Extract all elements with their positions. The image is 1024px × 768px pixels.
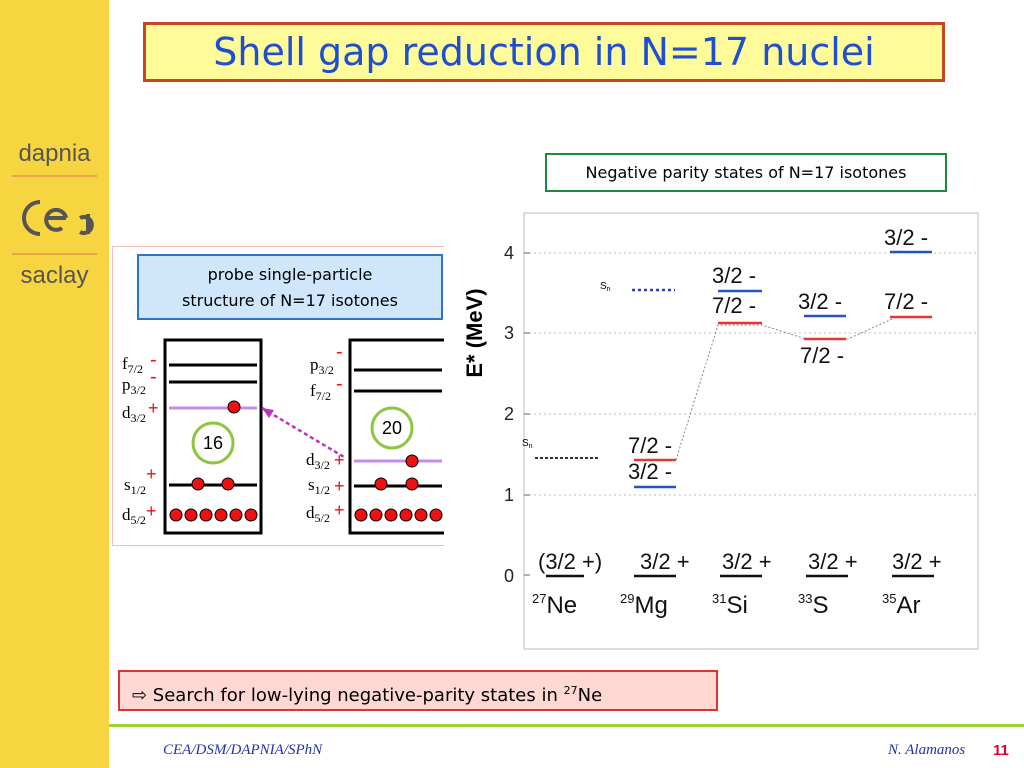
label-s12-b: s1/2 [308, 475, 330, 497]
parity-sign: - [150, 349, 157, 371]
arrow-head-icon [262, 408, 274, 418]
cea-logo-icon [22, 200, 94, 236]
search-note-element: Ne [577, 685, 603, 706]
nucleus-s: 33S [798, 591, 828, 619]
page-number: 11 [993, 742, 1009, 759]
particle-icon [354, 508, 368, 522]
gs-label-ne: (3/2 +) [538, 549, 602, 574]
y-axis-label: E* (MeV) [462, 288, 487, 377]
gs-label-s: 3/2 + [808, 549, 858, 574]
isotones-caption: Negative parity states of N=17 isotones [585, 163, 907, 182]
magic-number-20: 20 [382, 418, 402, 438]
particle-icon [184, 508, 198, 522]
footer-author: N. Alamanos [888, 742, 966, 758]
y-tick-0: 0 [504, 566, 514, 586]
label-f72-b: f7/2 [310, 381, 331, 403]
sn-label-upper: Sn [600, 281, 611, 293]
label-p32-b: p3/2 [310, 355, 334, 377]
particle-icon [244, 508, 258, 522]
particle-icon [405, 477, 419, 491]
particle-icon [429, 508, 443, 522]
particle-icon [384, 508, 398, 522]
parity-sign: + [334, 500, 345, 520]
particle-icon [214, 508, 228, 522]
parity-sign: + [146, 464, 157, 484]
shell-panel-frame [112, 246, 444, 546]
magic-number-16: 16 [203, 433, 223, 453]
logo-divider-2 [12, 253, 97, 255]
label-d32-a: d3/2 [122, 403, 146, 425]
magic-number-circle-20 [370, 406, 414, 450]
logo-dapnia: dapnia [18, 140, 91, 167]
footer-divider [109, 724, 1024, 727]
sn-label-lower: Sn [522, 438, 533, 450]
label-p32-a: p3/2 [122, 375, 146, 397]
label-d52-a: d5/2 [122, 505, 146, 527]
nucleus-si: 31Si [712, 591, 748, 619]
particle-icon [405, 454, 419, 468]
parity-sign: + [334, 450, 345, 470]
label-f72-a: f7/2 [122, 354, 143, 376]
particle-icon [414, 508, 428, 522]
label-s12-a: s1/2 [124, 475, 146, 497]
slide-title: Shell gap reduction in N=17 nuclei [213, 30, 875, 74]
parity-sign: - [336, 341, 343, 363]
ar-72-label: 7/2 - [884, 289, 928, 314]
logo-saclay: saclay [20, 262, 89, 289]
parity-sign: - [150, 366, 157, 388]
gs-label-mg: 3/2 + [640, 549, 690, 574]
particle-icon [191, 477, 205, 491]
probe-caption-line1: probe single-particle [207, 265, 373, 284]
logo-divider [12, 175, 97, 177]
particle-icon [229, 508, 243, 522]
parity-sign: + [148, 398, 159, 418]
search-note-mass: 27 [563, 684, 578, 697]
particle-icon [399, 508, 413, 522]
label-d52-b: d5/2 [306, 503, 330, 525]
probe-caption-box: probe single-particle structure of N=17 … [137, 254, 443, 320]
s-72-label: 7/2 - [800, 343, 844, 368]
footer-affiliation: CEA/DSM/DAPNIA/SPhN [163, 742, 323, 758]
gs-label-si: 3/2 + [722, 549, 772, 574]
parity-sign: - [336, 373, 343, 395]
y-tick-3: 3 [504, 323, 514, 343]
level-scheme-chart: 0 1 2 3 4 E* (MeV) Sn Sn (3/2 +) 3/2 + 3… [462, 212, 979, 650]
probe-caption-line2: structure of N=17 isotones [182, 291, 398, 310]
si-72-label: 7/2 - [712, 293, 756, 318]
search-note-box: ⇨ Search for low-lying negative-parity s… [118, 670, 718, 711]
title-box [143, 22, 945, 82]
y-tick-2: 2 [504, 404, 514, 424]
particle-icon [369, 508, 383, 522]
scheme-b-frame [348, 338, 444, 535]
sidebar [0, 0, 109, 768]
particle-icon [169, 508, 183, 522]
si-32-label: 3/2 - [712, 263, 756, 288]
parity-sign: + [334, 476, 345, 496]
particle-icon [374, 477, 388, 491]
mg-72-label: 7/2 - [628, 433, 672, 458]
scheme-a-frame [163, 338, 263, 535]
ar-32-label: 3/2 - [884, 225, 928, 250]
magic-number-circle-16 [191, 421, 235, 465]
y-tick-1: 1 [504, 485, 514, 505]
mg-32-label: 3/2 - [628, 459, 672, 484]
s-32-label: 3/2 - [798, 289, 842, 314]
parity-sign: + [146, 501, 157, 521]
label-d32-b: d3/2 [306, 450, 330, 472]
particle-icon [221, 477, 235, 491]
gridlines [524, 252, 978, 496]
isotones-caption-box: Negative parity states of N=17 isotones [545, 153, 947, 192]
nucleus-mg: 29Mg [620, 591, 668, 619]
trend-line [675, 318, 893, 461]
y-tick-4: 4 [504, 243, 514, 263]
search-note-text: ⇨ Search for low-lying negative-parity s… [132, 685, 564, 706]
particle-icon [199, 508, 213, 522]
gs-label-ar: 3/2 + [892, 549, 942, 574]
shell-scheme-diagram: 16 f7/2 - p3/2 - d3/2 + s1/2 + d5/2 + 20… [122, 338, 444, 535]
nucleus-ne: 27Ne [532, 591, 577, 619]
shift-arrow [261, 406, 345, 459]
particle-icon [227, 400, 241, 414]
nucleus-ar: 35Ar [882, 591, 920, 619]
